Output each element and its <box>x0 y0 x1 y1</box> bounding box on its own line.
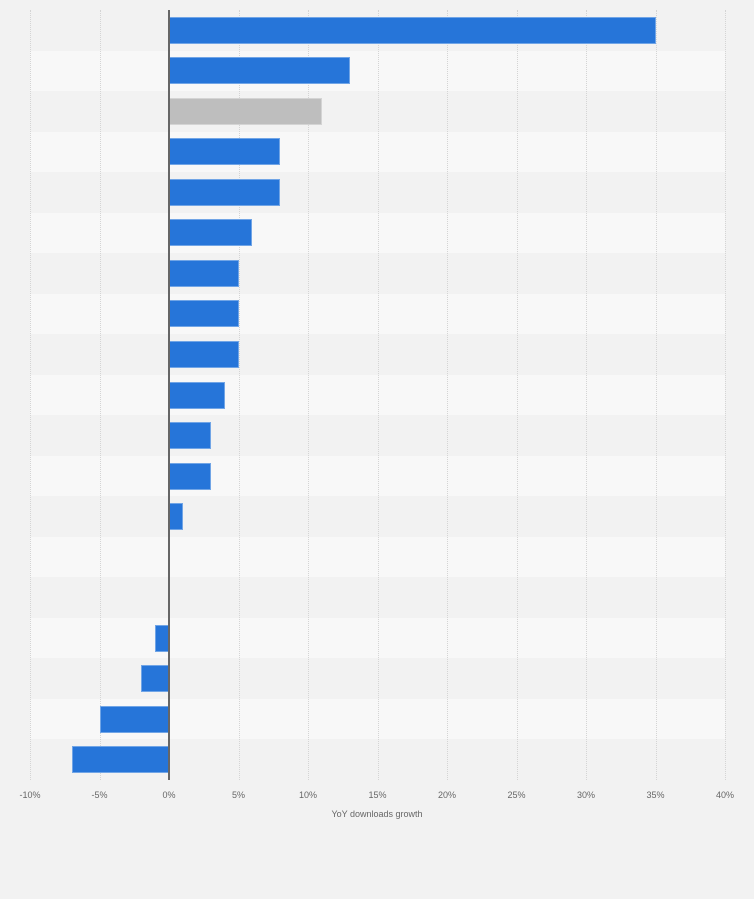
bar[interactable] <box>169 340 239 368</box>
x-tick-label: 25% <box>507 790 526 800</box>
bar[interactable] <box>99 705 169 733</box>
x-tick-label: 5% <box>231 790 246 800</box>
gridline <box>655 10 657 780</box>
gridline <box>447 10 448 780</box>
x-tick-label: 0% <box>162 790 176 800</box>
x-tick-label: 30% <box>576 790 596 800</box>
bar[interactable] <box>169 462 211 490</box>
x-tick-label: 15% <box>368 790 387 800</box>
bar[interactable] <box>71 746 169 774</box>
bar[interactable] <box>169 381 225 409</box>
bar[interactable] <box>169 219 253 247</box>
x-tick-label: 10% <box>298 790 318 800</box>
x-tick-label: 35% <box>646 790 665 800</box>
bar[interactable] <box>155 624 169 652</box>
bar[interactable] <box>169 259 239 287</box>
bar[interactable] <box>169 138 281 166</box>
x-tick-label: 40% <box>715 790 735 800</box>
bar[interactable] <box>141 665 169 693</box>
bar[interactable] <box>169 16 656 44</box>
gridline <box>516 10 518 780</box>
x-axis-title: YoY downloads growth <box>331 809 423 819</box>
bar[interactable] <box>169 503 183 531</box>
x-tick-label: -10% <box>19 790 41 800</box>
gridline <box>30 10 31 780</box>
bar[interactable] <box>169 97 322 125</box>
bar[interactable] <box>169 57 350 85</box>
zero-axis-line <box>168 10 170 780</box>
gridline <box>99 10 101 780</box>
gridline <box>725 10 726 780</box>
gridline <box>308 10 309 780</box>
x-tick-label: -5% <box>91 790 108 800</box>
bar[interactable] <box>169 300 239 328</box>
gridline <box>238 10 240 780</box>
bar[interactable] <box>169 422 211 450</box>
x-tick-label: 20% <box>437 790 457 800</box>
bar[interactable] <box>169 178 281 206</box>
gridline <box>377 10 379 780</box>
gridline <box>586 10 587 780</box>
